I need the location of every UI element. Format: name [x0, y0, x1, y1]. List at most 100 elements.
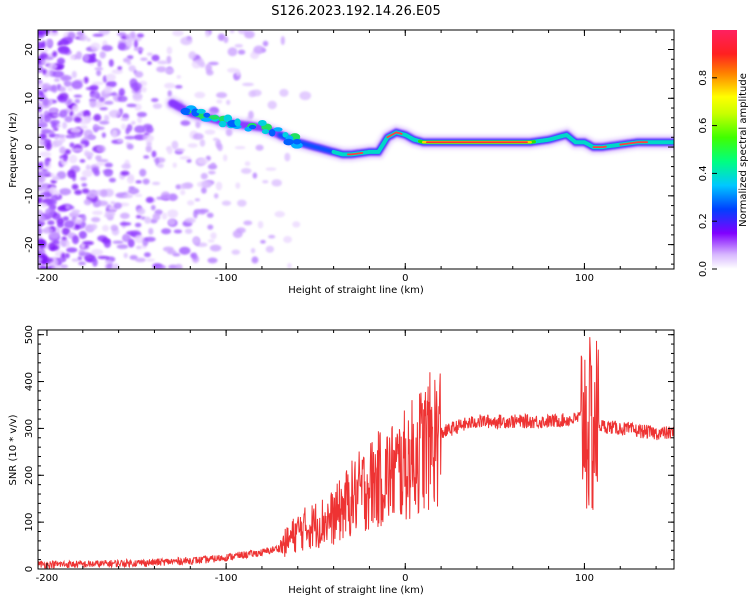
heatmap-cell — [208, 61, 219, 66]
heatmap-cell — [135, 214, 142, 219]
heatmap-cell — [60, 75, 73, 81]
colorbar-tick-label: 0.8 — [698, 70, 709, 86]
heatmap-cell — [80, 176, 87, 181]
heatmap-cell — [68, 154, 78, 164]
heatmap-cell — [57, 41, 62, 47]
heatmap-cell — [144, 236, 156, 242]
heatmap-cell — [42, 83, 51, 90]
heatmap-cell — [127, 187, 140, 195]
heatmap-cell — [65, 134, 76, 139]
heatmap-cell — [122, 193, 134, 199]
heatmap-cell — [171, 140, 179, 150]
heatmap-cell — [42, 30, 50, 36]
heatmap-cell — [105, 73, 116, 82]
heatmap-cell — [54, 135, 59, 141]
heatmap-cell — [198, 208, 210, 214]
heatmap-cell — [92, 258, 98, 267]
heatmap-cell — [39, 132, 47, 140]
heatmap-cell — [48, 31, 59, 37]
colorbar-tick-label: 0.6 — [698, 118, 709, 134]
heatmap-cell — [60, 264, 69, 269]
heatmap-cell — [148, 227, 154, 235]
ridge-patch — [291, 143, 303, 148]
heatmap-cell — [262, 180, 269, 184]
heatmap-cell — [225, 128, 233, 137]
heatmap-cell — [93, 126, 105, 131]
heatmap-cell — [43, 97, 49, 107]
heatmap-cell — [62, 152, 68, 162]
heatmap-cell — [274, 211, 285, 218]
heatmap-cell — [192, 252, 198, 260]
heatmap-cell — [73, 94, 83, 98]
x-tick-label: -200 — [36, 573, 59, 584]
x-tick-label: 0 — [402, 573, 408, 584]
heatmap-cell — [116, 244, 129, 250]
heatmap-cell — [49, 107, 58, 114]
heatmap-cell — [257, 220, 264, 229]
y-tick-label: 100 — [24, 513, 35, 532]
heatmap-cell — [48, 186, 57, 195]
heatmap-cell — [93, 113, 102, 122]
heatmap-cell — [103, 85, 113, 94]
heatmap-cell — [133, 84, 139, 93]
heatmap-cell — [38, 162, 44, 170]
heatmap-cell — [41, 227, 54, 234]
heatmap-cell — [101, 132, 107, 138]
heatmap-cell — [96, 200, 109, 207]
heatmap-cell — [40, 58, 46, 65]
heatmap-cell — [283, 236, 293, 244]
x-tick-label: 100 — [575, 273, 594, 284]
heatmap-cell — [74, 98, 81, 104]
heatmap-cell — [134, 234, 144, 244]
heatmap-cell — [91, 217, 101, 223]
heatmap-cell — [50, 194, 59, 203]
heatmap-cell — [180, 183, 187, 190]
heatmap-cell — [123, 252, 128, 259]
heatmap-cell — [265, 167, 277, 171]
heatmap-cell — [250, 51, 260, 60]
heatmap-cell — [194, 91, 206, 99]
heatmap-cell — [146, 196, 154, 203]
heatmap-cell — [135, 180, 142, 184]
heatmap-cell — [117, 42, 126, 50]
heatmap-cell — [83, 198, 92, 206]
heatmap-cell — [113, 202, 122, 210]
heatmap-cell — [96, 145, 106, 153]
heatmap-cell — [125, 127, 130, 135]
heatmap-cell — [134, 125, 146, 134]
heatmap-cell — [144, 216, 152, 224]
heatmap-cell — [188, 51, 197, 60]
heatmap-cell — [78, 230, 87, 239]
heatmap-cell — [186, 158, 192, 163]
heatmap-cell — [91, 223, 98, 230]
heatmap-cell — [227, 67, 239, 73]
heatmap-cell — [67, 169, 76, 179]
heatmap-cell — [167, 218, 176, 226]
heatmap-cell — [134, 71, 144, 78]
y-tick-label: 500 — [24, 325, 35, 344]
heatmap-cell — [200, 172, 208, 180]
heatmap-cell — [128, 174, 134, 181]
heatmap-cell — [80, 125, 88, 130]
heatmap-cell — [207, 257, 218, 264]
heatmap-cell — [39, 151, 52, 158]
heatmap-cell — [38, 221, 46, 226]
heatmap-cell — [67, 86, 73, 92]
heatmap-cell — [52, 50, 58, 57]
heatmap-cell — [63, 80, 72, 87]
heatmap-cell — [237, 199, 247, 207]
heatmap-cell — [152, 213, 161, 221]
heatmap-cell — [39, 170, 51, 176]
heatmap-cell — [123, 234, 129, 239]
heatmap-cell — [279, 88, 289, 97]
heatmap-cell — [175, 184, 182, 190]
heatmap-cell — [45, 38, 54, 48]
heatmap-cell — [71, 209, 81, 214]
heatmap-cell — [69, 142, 75, 148]
x-tick-label: -100 — [215, 273, 238, 284]
snr-y-label: SNR (10 * v/v) — [8, 414, 19, 485]
heatmap-cell — [64, 115, 73, 123]
heatmap-cell — [166, 46, 173, 55]
heatmap-cell — [121, 163, 132, 170]
heatmap-cell — [65, 204, 71, 210]
